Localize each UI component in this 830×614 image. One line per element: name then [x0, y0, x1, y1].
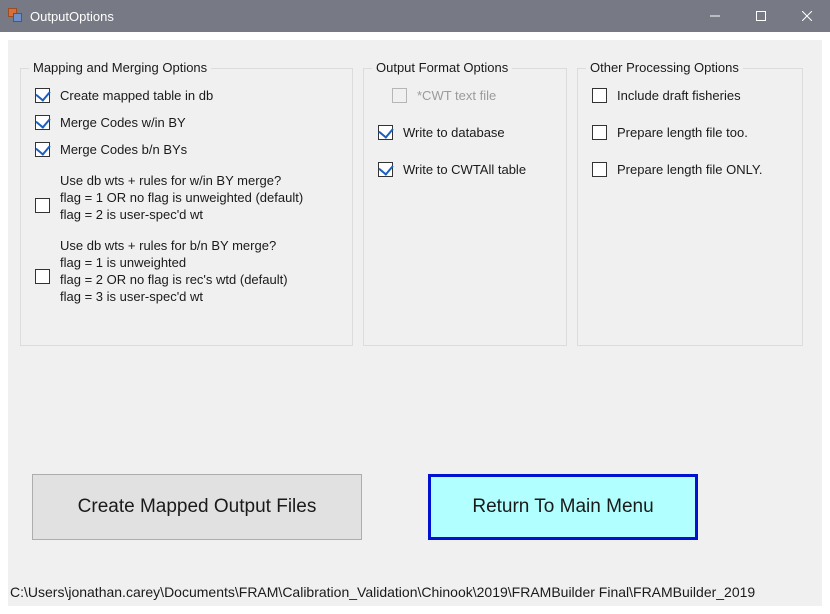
- checkbox-icon: [592, 125, 607, 140]
- button-label: Create Mapped Output Files: [78, 496, 317, 518]
- checkbox-icon: [35, 142, 50, 157]
- checkbox-icon: [592, 162, 607, 177]
- checkbox-write-cwtall[interactable]: Write to CWTAll table: [378, 161, 556, 178]
- checkbox-label: Write to CWTAll table: [403, 161, 526, 178]
- checkbox-icon: [392, 88, 407, 103]
- minimize-button[interactable]: [692, 0, 738, 32]
- checkbox-icon: [378, 125, 393, 140]
- checkbox-dbwts-bn[interactable]: Use db wts + rules for b/n BY merge? fla…: [35, 237, 342, 305]
- checkbox-include-draft[interactable]: Include draft fisheries: [592, 87, 792, 104]
- checkbox-label: Write to database: [403, 124, 505, 141]
- checkbox-merge-win-by[interactable]: Merge Codes w/in BY: [35, 114, 342, 131]
- return-main-menu-button[interactable]: Return To Main Menu: [428, 474, 698, 540]
- groupbox-other: Other Processing Options Include draft f…: [577, 68, 803, 346]
- checkbox-label: Prepare length file too.: [617, 124, 748, 141]
- checkbox-dbwts-win[interactable]: Use db wts + rules for w/in BY merge? fl…: [35, 172, 342, 223]
- checkbox-icon: [592, 88, 607, 103]
- create-output-button[interactable]: Create Mapped Output Files: [32, 474, 362, 540]
- app-icon: [8, 8, 24, 24]
- footer-path: C:\Users\jonathan.carey\Documents\FRAM\C…: [8, 584, 822, 600]
- button-label: Return To Main Menu: [472, 496, 653, 518]
- checkbox-length-only[interactable]: Prepare length file ONLY.: [592, 161, 792, 178]
- checkbox-label: Merge Codes w/in BY: [60, 114, 186, 131]
- checkbox-label: Merge Codes b/n BYs: [60, 141, 187, 158]
- checkbox-icon: [35, 115, 50, 130]
- checkbox-label: *CWT text file: [417, 87, 496, 104]
- groupbox-other-legend: Other Processing Options: [586, 60, 743, 75]
- checkbox-label: Include draft fisheries: [617, 87, 741, 104]
- checkbox-merge-bn-bys[interactable]: Merge Codes b/n BYs: [35, 141, 342, 158]
- window-title: OutputOptions: [30, 9, 114, 24]
- window-buttons: [692, 0, 830, 32]
- checkbox-label: Use db wts + rules for w/in BY merge? fl…: [60, 172, 303, 223]
- checkbox-label: Create mapped table in db: [60, 87, 213, 104]
- checkbox-icon: [35, 198, 50, 213]
- checkbox-length-too[interactable]: Prepare length file too.: [592, 124, 792, 141]
- client-area: Mapping and Merging Options Create mappe…: [8, 40, 822, 606]
- checkbox-label: Prepare length file ONLY.: [617, 161, 763, 178]
- checkbox-label: Use db wts + rules for b/n BY merge? fla…: [60, 237, 288, 305]
- checkbox-cwt-textfile: *CWT text file: [392, 87, 556, 104]
- groupbox-output-legend: Output Format Options: [372, 60, 512, 75]
- checkbox-icon: [35, 88, 50, 103]
- checkbox-write-db[interactable]: Write to database: [378, 124, 556, 141]
- groupbox-mapping: Mapping and Merging Options Create mappe…: [20, 68, 353, 346]
- groupbox-output: Output Format Options *CWT text file Wri…: [363, 68, 567, 346]
- title-bar: OutputOptions: [0, 0, 830, 32]
- close-button[interactable]: [784, 0, 830, 32]
- groupbox-mapping-legend: Mapping and Merging Options: [29, 60, 211, 75]
- checkbox-icon: [378, 162, 393, 177]
- checkbox-create-mapped[interactable]: Create mapped table in db: [35, 87, 342, 104]
- maximize-button[interactable]: [738, 0, 784, 32]
- checkbox-icon: [35, 269, 50, 284]
